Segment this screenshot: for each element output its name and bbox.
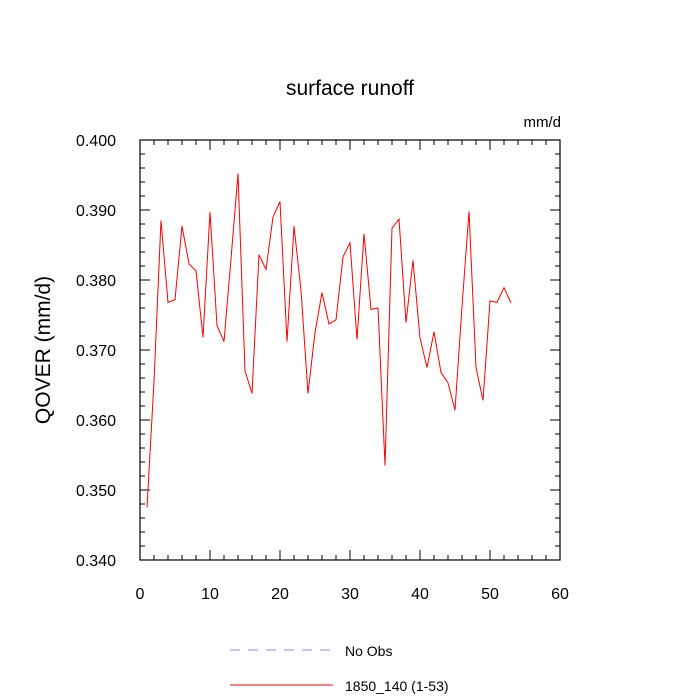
y-tick-label: 0.390: [76, 203, 116, 220]
plot-frame: [139, 139, 561, 561]
x-tick-label: 50: [481, 586, 499, 603]
y-tick-label: 0.340: [76, 553, 116, 570]
x-tick-label: 20: [271, 586, 289, 603]
y-tick-label: 0.380: [76, 273, 116, 290]
y-tick-label: 0.350: [76, 483, 116, 500]
series-layer: [146, 173, 512, 508]
y-tick-label: 0.360: [76, 413, 116, 430]
axis-ticks: 0 10 20 30 40 50 60 0.340 0.350 0.360 0.370 0.380 0.…: [76, 133, 569, 603]
legend-label: No Obs: [345, 643, 392, 659]
y-tick-label: 0.370: [76, 343, 116, 360]
legend: No Obs 1850_140 (1-53): [230, 643, 449, 694]
units-label: mm/d: [524, 114, 562, 131]
x-tick-label: 30: [341, 586, 359, 603]
x-tick-label: 60: [551, 586, 569, 603]
x-tick-label: 0: [136, 586, 145, 603]
y-axis-label: QOVER (mm/d): [32, 276, 55, 424]
x-tick-label: 40: [411, 586, 429, 603]
legend-label: 1850_140 (1-53): [345, 678, 449, 694]
series-line: [146, 173, 512, 508]
y-tick-label: 0.400: [76, 133, 116, 150]
chart-title: surface runoff: [286, 77, 414, 100]
x-tick-label: 10: [201, 586, 219, 603]
